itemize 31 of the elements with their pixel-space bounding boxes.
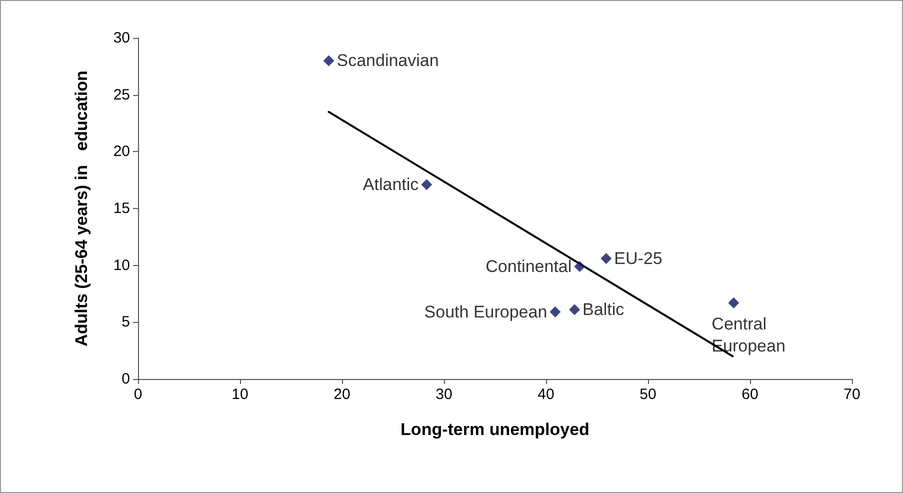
annotation: Scandinavian bbox=[336, 51, 439, 70]
y-tick-label: 25 bbox=[113, 86, 130, 104]
x-tick-label: 50 bbox=[640, 386, 656, 403]
annotation: Central European bbox=[712, 314, 786, 356]
point bbox=[600, 253, 612, 264]
point bbox=[550, 306, 561, 318]
point bbox=[421, 179, 432, 190]
y-axis-title: Adults (25-64 years) in education bbox=[72, 70, 91, 346]
y-tick-label: 30 bbox=[113, 30, 130, 46]
point bbox=[323, 55, 334, 66]
point bbox=[574, 260, 586, 272]
point bbox=[569, 304, 580, 316]
x-tick-label: 70 bbox=[844, 386, 860, 403]
y-tick-label: 5 bbox=[122, 314, 130, 331]
annotation: South European bbox=[424, 302, 548, 322]
y-tick-label: 15 bbox=[113, 200, 130, 217]
annotation: EU-25 bbox=[614, 249, 662, 268]
annotation: Atlantic bbox=[362, 175, 420, 194]
x-axis-title: Long-term unemployed bbox=[400, 420, 590, 439]
point bbox=[728, 297, 740, 308]
x-tick-label: 20 bbox=[334, 386, 350, 403]
y-tick-label: 20 bbox=[113, 143, 130, 160]
x-tick-label: 10 bbox=[232, 386, 248, 403]
y-tick-label: 0 bbox=[122, 370, 130, 388]
x-tick-label: 60 bbox=[742, 386, 758, 403]
annotation: Continental bbox=[486, 256, 572, 276]
x-tick-label: 40 bbox=[538, 386, 554, 403]
x-tick-label: 0 bbox=[134, 386, 142, 403]
x-tick-label: 30 bbox=[436, 386, 452, 403]
y-tick-label: 10 bbox=[113, 256, 130, 274]
annotation: Baltic bbox=[582, 300, 625, 320]
